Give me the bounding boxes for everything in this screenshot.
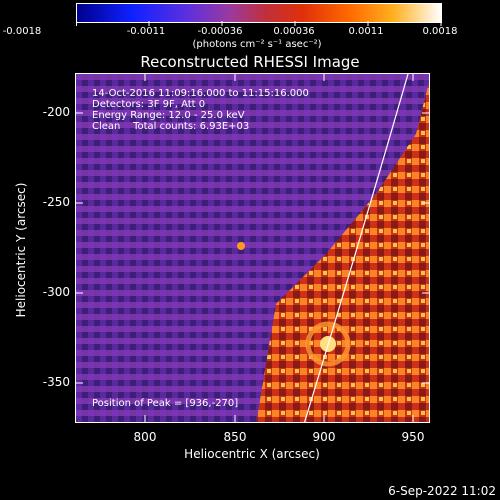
colorbar-tick: 0.00036 <box>273 26 315 37</box>
y-tick: -250 <box>42 195 70 209</box>
plot-title: Reconstructed RHESSI Image <box>140 53 360 71</box>
axes-frame <box>75 73 430 423</box>
x-tick: 950 <box>401 430 425 444</box>
colorbar-tick-marks <box>76 21 442 26</box>
solar-limb-line <box>303 74 409 422</box>
info-energy: Energy Range: 12.0 - 25.0 keV <box>92 110 245 121</box>
colorbar-units: (photons cm⁻² s⁻¹ asec⁻²) <box>192 39 322 50</box>
x-tick: 900 <box>312 430 336 444</box>
solar-image <box>75 73 430 423</box>
colorbar-tick: 0.0011 <box>348 26 384 37</box>
colorbar <box>76 3 442 23</box>
x-tick: 800 <box>133 430 157 444</box>
colorbar-tick: -0.00036 <box>197 26 243 37</box>
bright-region <box>256 82 429 422</box>
x-tick: 850 <box>223 430 247 444</box>
info-detectors: Detectors: 3F 9F, Att 0 <box>92 99 206 110</box>
x-axis-label: Heliocentric X (arcsec) <box>184 447 320 461</box>
y-tick: -300 <box>42 285 70 299</box>
colorbar-tick: 0.0018 <box>422 26 458 37</box>
info-clean: Clean Total counts: 6.93E+03 <box>92 121 250 132</box>
y-tick: -200 <box>42 105 70 119</box>
footer-date: 6-Sep-2022 11:02 <box>388 484 496 498</box>
colorbar-tick: -0.0018 <box>2 26 42 37</box>
y-tick: -350 <box>42 375 70 389</box>
colorbar-tick: -0.0011 <box>126 26 166 37</box>
peak-position: Position of Peak = [936,-270] <box>92 398 239 409</box>
info-time: 14-Oct-2016 11:09:16.000 to 11:15:16.000 <box>92 88 309 99</box>
y-axis-label: Heliocentric Y (arcsec) <box>14 182 28 318</box>
